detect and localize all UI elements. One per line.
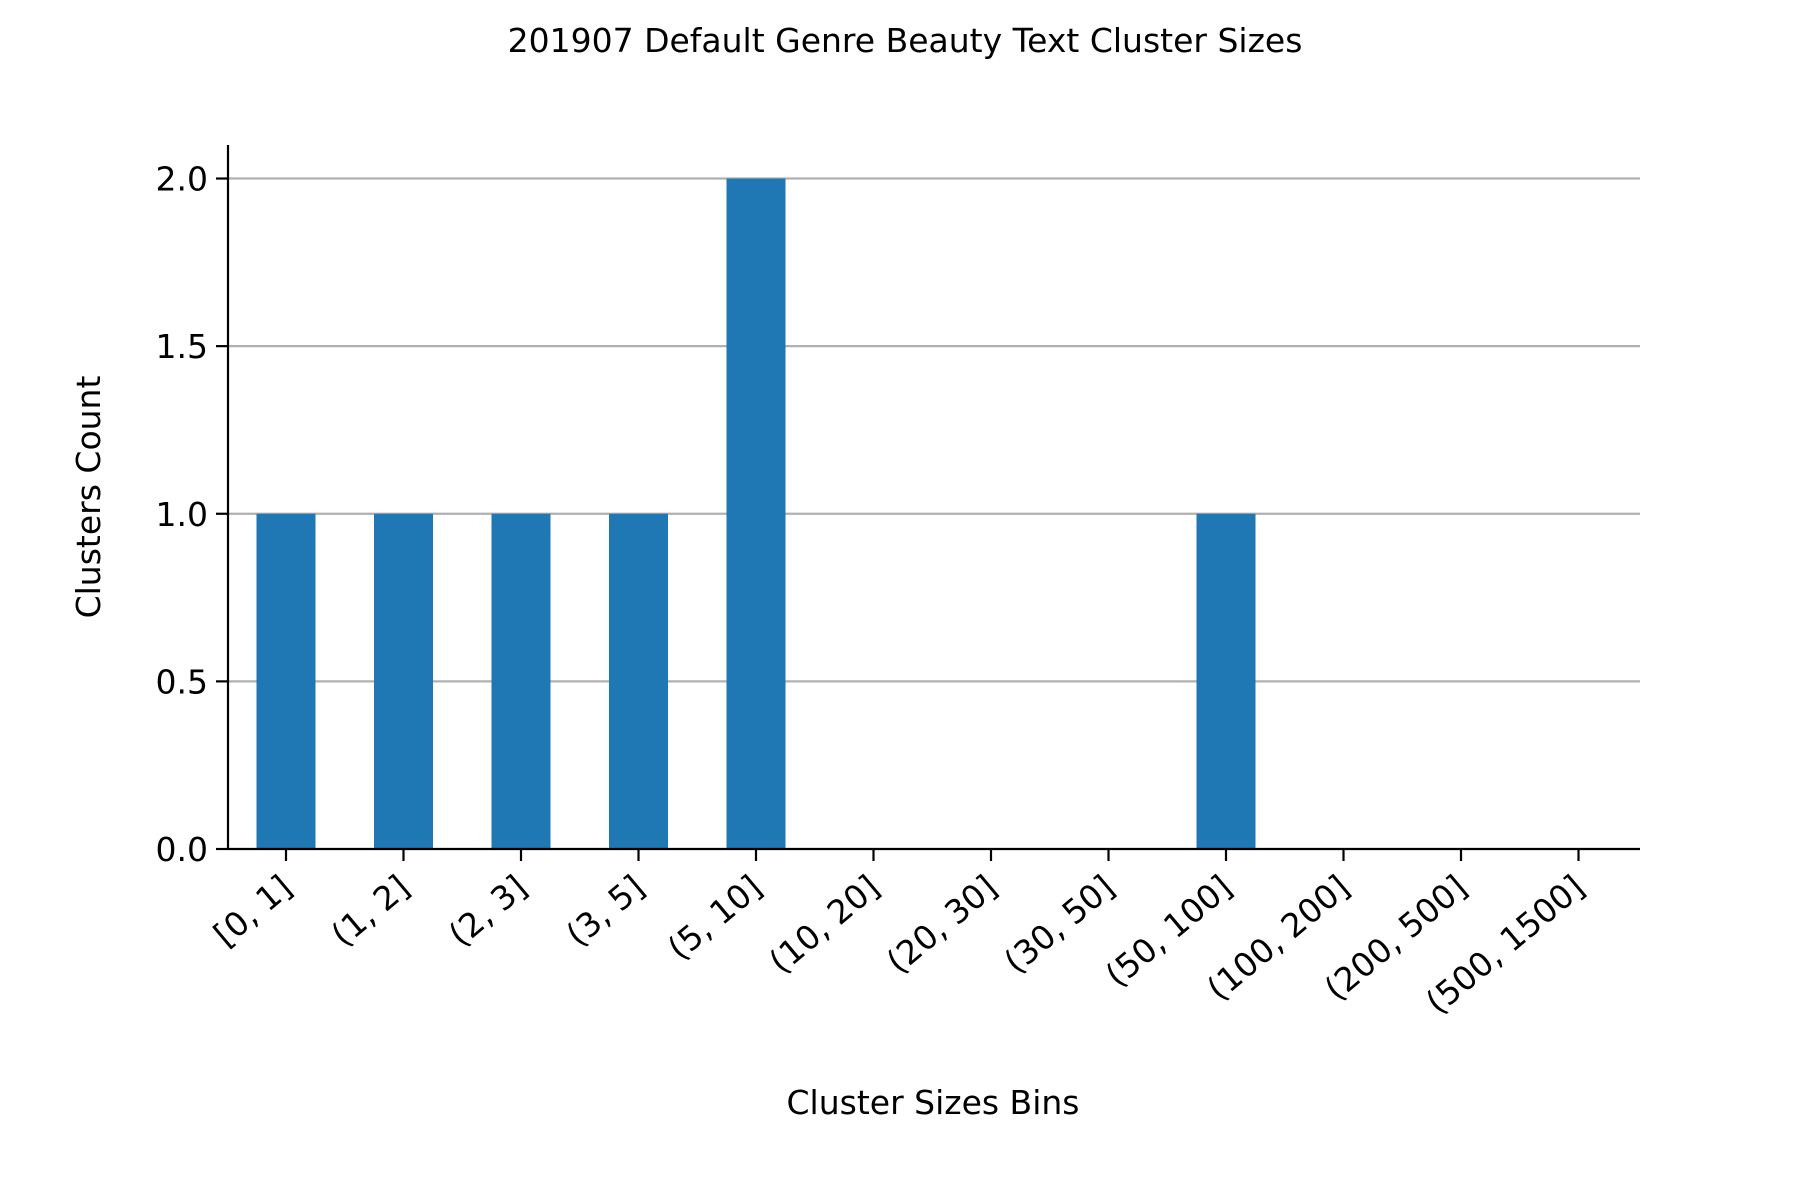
- y-axis-title: Clusters Count: [69, 376, 108, 619]
- x-tick-label: (5, 10]: [660, 867, 769, 967]
- x-tick-label: [0, 1]: [206, 867, 299, 954]
- x-axis-title: Cluster Sizes Bins: [787, 1083, 1080, 1122]
- y-tick-label: 1.5: [156, 327, 208, 366]
- y-tick-label: 0.0: [156, 830, 208, 869]
- bars: [256, 178, 1256, 849]
- y-axis-ticks: 0.0 0.5 1.0 1.5 2.0: [156, 160, 228, 869]
- x-axis-ticks: [0, 1] (1, 2] (2, 3] (3, 5] (5, 10](10, 20](…: [206, 849, 1592, 1022]
- bar: [491, 513, 551, 849]
- bar: [609, 513, 668, 849]
- y-tick-label: 1.0: [156, 495, 208, 534]
- x-tick-label: (10, 20]: [761, 867, 886, 981]
- x-tick-label: (3, 5]: [559, 867, 652, 954]
- x-tick-label: (20, 30]: [879, 867, 1004, 981]
- bar: [374, 513, 433, 849]
- bar: [256, 513, 316, 849]
- x-tick-label: (1, 2]: [324, 867, 417, 954]
- bar: [726, 178, 786, 849]
- y-tick-label: 2.0: [156, 160, 208, 199]
- chart-title: 201907 Default Genre Beauty Text Cluster…: [508, 21, 1303, 60]
- gridlines: [228, 177, 1640, 683]
- bar: [1196, 513, 1256, 849]
- y-tick-label: 0.5: [156, 662, 208, 701]
- x-tick-label: (2, 3]: [441, 867, 534, 954]
